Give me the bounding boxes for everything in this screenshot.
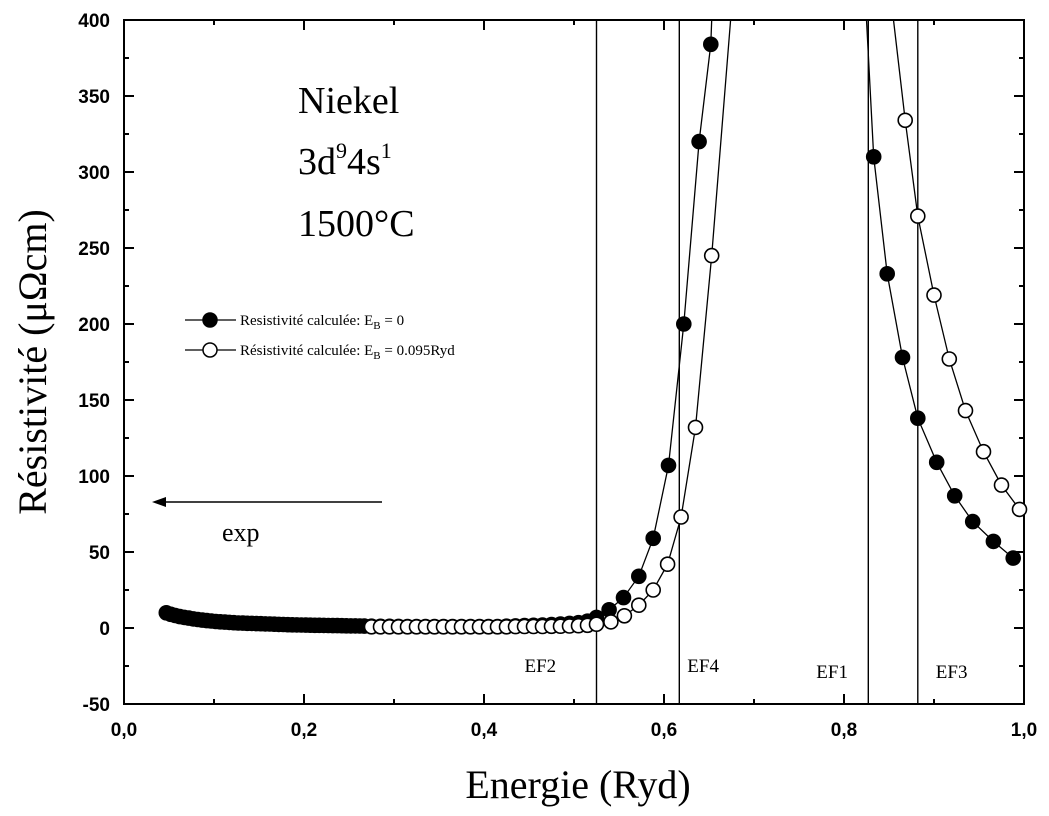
legend-marker-filled [202,312,218,328]
axis-ticks [123,19,1025,705]
legend-label-2: Résistivité calculée: EB = 0.095Ryd [240,343,455,362]
data-point [603,614,619,630]
data-point [865,149,882,165]
series-markers [158,36,1028,635]
y-tick-label: 350 [78,87,110,108]
data-point [702,36,719,53]
data-point [615,589,632,606]
data-point [588,616,605,633]
config-base: 3d [298,141,336,183]
y-tick-label: -50 [83,695,110,716]
data-point [946,487,963,504]
y-tick-label: 50 [89,543,110,564]
legend-1-sub: B [373,320,380,332]
data-point [909,208,926,224]
plot-frame [123,19,1025,705]
data-point [941,351,958,367]
data-point [616,607,633,624]
data-point [964,513,981,530]
data-point [675,316,692,332]
config-sup2: 1 [381,138,392,163]
data-point [645,582,662,598]
legend-label-1: Resistivité calculée: EB = 0 [240,313,404,332]
x-tick-label: 0,4 [471,720,498,741]
legend-2-sub: B [373,350,380,362]
fermi-level-label: EF4 [687,656,719,677]
exp-arrow: exp [152,497,382,547]
fermi-level-label: EF2 [525,656,557,677]
x-tick-label: 1,0 [1011,720,1037,741]
y-tick-label: 400 [78,11,110,32]
annotation-temperature: 1500°C [298,203,415,245]
data-point [957,402,974,419]
data-point [879,265,896,282]
y-tick-label: 250 [78,239,110,260]
data-point [928,454,945,471]
data-point [630,568,647,585]
x-tick-label: 0,8 [831,720,857,741]
y-tick-labels: -50 0 50 100 150 200 250 300 350 400 [78,11,110,716]
data-point [894,349,911,366]
data-point [1011,501,1028,518]
data-point [897,112,914,129]
annotation-element: Niekel [298,80,399,122]
exp-label: exp [222,518,260,547]
legend-2-suffix: = 0.095Ryd [381,343,456,359]
data-point [703,247,720,264]
exp-arrow-head [152,497,166,507]
x-axis-title: Energie (Ryd) [465,762,690,807]
config-sup1: 9 [336,138,347,163]
y-tick-label: 0 [99,619,110,640]
legend-1-suffix: = 0 [381,313,404,329]
legend: Resistivité calculée: EB = 0 Résistivité… [185,312,455,362]
data-point [975,443,992,460]
x-tick-label: 0,2 [291,720,317,741]
config-mid: 4s [347,141,381,183]
fermi-level-label: EF3 [936,662,968,683]
data-point [985,533,1002,550]
annotation-configuration: 3d94s1 [298,138,392,183]
series-curve-right [892,19,1021,510]
data-point [687,419,704,436]
x-tick-label: 0,6 [651,720,677,741]
data-point [1005,550,1022,566]
series-curve-right [865,19,1014,559]
data-point [691,133,707,150]
data-point [630,597,647,614]
y-tick-label: 100 [78,467,110,488]
legend-2-prefix: Résistivité calculée: E [240,343,373,359]
y-axis-title: Résistivité (μΩcm) [10,209,55,515]
data-point [909,410,926,427]
x-tick-labels: 0,0 0,2 0,4 0,6 0,8 1,0 [111,720,1037,741]
legend-marker-open [202,342,218,358]
fermi-level-label: EF1 [816,662,848,683]
y-tick-label: 300 [78,163,110,184]
data-point [645,530,662,547]
data-point [660,457,677,474]
data-point [993,477,1010,493]
data-point [673,509,689,525]
x-tick-label: 0,0 [111,720,137,741]
data-point [659,556,676,573]
y-tick-label: 200 [78,315,110,336]
legend-1-prefix: Resistivité calculée: E [240,313,373,329]
y-tick-label: 150 [78,391,110,412]
data-point [926,287,942,303]
